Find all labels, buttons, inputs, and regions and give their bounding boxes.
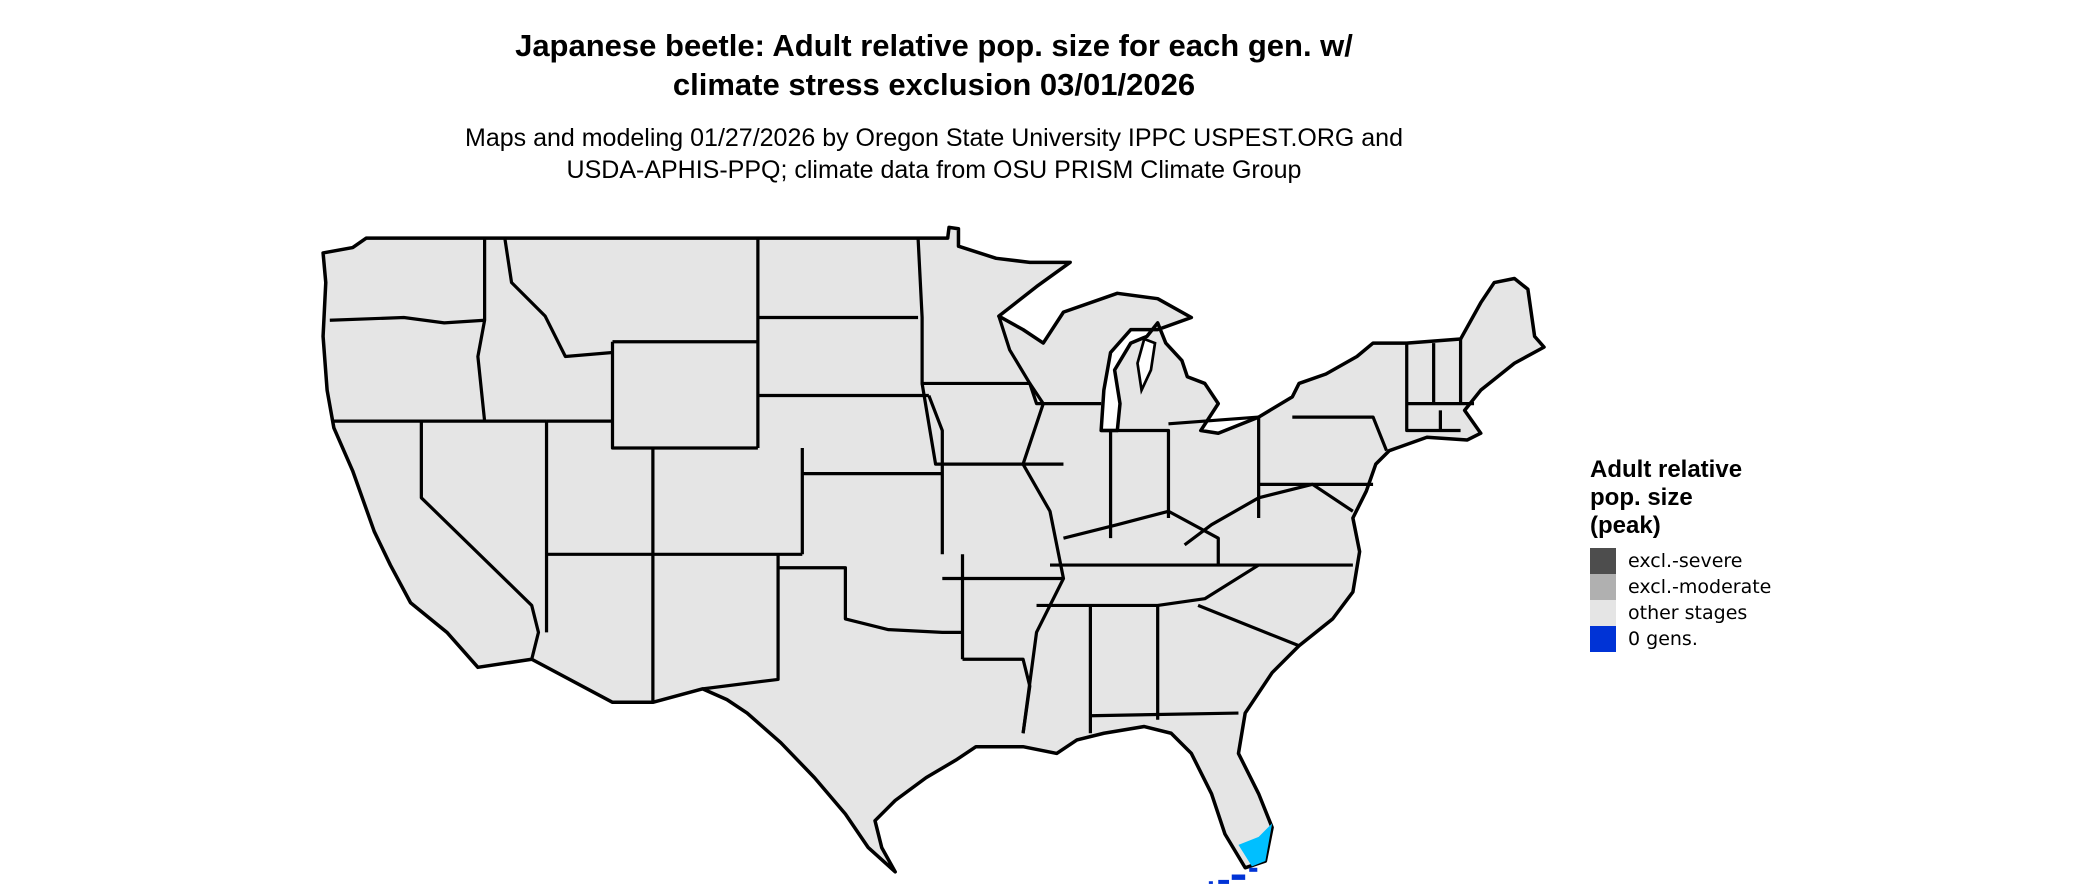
us-outline	[321, 225, 1546, 874]
legend-label: other stages	[1628, 602, 1748, 624]
subtitle-line-2: USDA-APHIS-PPQ; climate data from OSU PR…	[566, 156, 1302, 184]
legend-swatch	[1590, 548, 1616, 574]
legend-title-line: pop. size	[1590, 484, 1693, 511]
south-florida-zone	[1238, 823, 1273, 867]
legend-title-line: (peak)	[1590, 512, 1661, 539]
legend-label: 0 gens.	[1628, 628, 1698, 650]
great-lakes	[1136, 337, 1157, 395]
legend-title-line: Adult relative	[1590, 456, 1743, 483]
legend: Adult relative pop. size (peak) excl.-se…	[1590, 456, 1771, 652]
legend-item-excl-severe: excl.-severe	[1590, 548, 1771, 574]
title-line-1: Japanese beetle: Adult relative pop. siz…	[515, 28, 1353, 63]
legend-swatch	[1590, 600, 1616, 626]
florida-keys	[1208, 867, 1258, 884]
state-borders	[329, 237, 1475, 734]
legend-swatch	[1590, 574, 1616, 600]
legend-item-0-gens: 0 gens.	[1590, 626, 1771, 652]
legend-item-excl-moderate: excl.-moderate	[1590, 574, 1771, 600]
legend-title: Adult relative pop. size (peak)	[1590, 456, 1771, 540]
legend-item-other-stages: other stages	[1590, 600, 1771, 626]
legend-swatch	[1590, 626, 1616, 652]
title-line-2: climate stress exclusion 03/01/2026	[672, 67, 1196, 102]
subtitle-line-1: Maps and modeling 01/27/2026 by Oregon S…	[465, 124, 1403, 152]
map-subtitle: Maps and modeling 01/27/2026 by Oregon S…	[334, 122, 1534, 186]
legend-label: excl.-severe	[1628, 550, 1743, 572]
legend-label: excl.-moderate	[1628, 576, 1772, 598]
map-title: Japanese beetle: Adult relative pop. siz…	[334, 26, 1534, 104]
